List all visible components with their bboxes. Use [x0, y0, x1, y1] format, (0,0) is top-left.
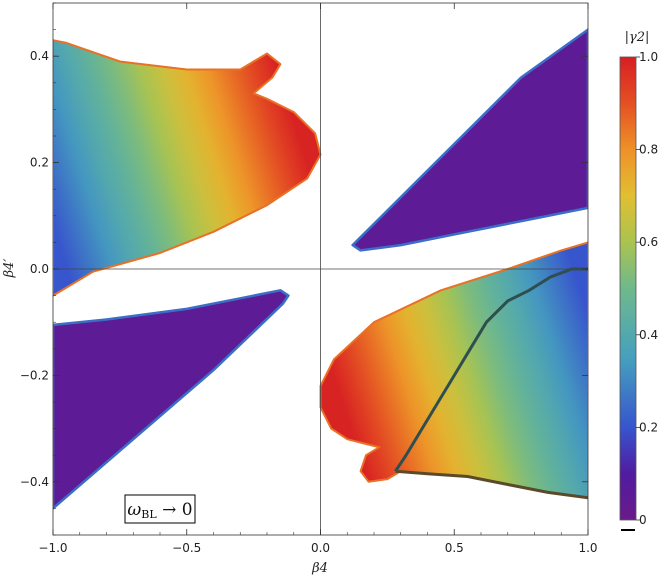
region-lower-left-purple — [53, 289, 290, 510]
colorbar-tick-label: 0.6 — [639, 235, 658, 249]
x-axis-label: β4 — [311, 561, 328, 576]
region-lower-right-gradient — [319, 241, 588, 499]
y-tick-labels: 0.4 0.2 0.0 −0.2 −0.4 — [20, 49, 49, 489]
colorbar-tick-label: 0.4 — [639, 328, 658, 342]
annotation-text: ωBL → 0 — [127, 500, 192, 521]
dark-lower-edge — [395, 469, 588, 500]
x-tick-labels: −1.0 −0.5 0.0 0.5 1.0 — [38, 541, 597, 555]
colorbar-tick-label: 0.2 — [639, 420, 658, 434]
y-tick-label: −0.4 — [20, 475, 49, 489]
heatmap-regions — [53, 28, 588, 510]
region-upper-right-purple — [351, 28, 588, 252]
x-tick-label: 1.0 — [578, 541, 597, 555]
y-axis-label: β4′ — [2, 259, 17, 279]
tick-marks — [52, 2, 589, 536]
colorbar-tick-label: 0.8 — [639, 143, 658, 157]
colorbar-title: |γ2| — [625, 30, 650, 45]
x-tick-label: −0.5 — [172, 541, 201, 555]
colorbar-tick-label: 1.0 — [639, 50, 658, 64]
region-upper-left-gradient — [53, 39, 322, 297]
x-tick-label: 0.0 — [311, 541, 330, 555]
y-tick-label: 0.4 — [30, 49, 49, 63]
y-tick-label: 0.2 — [30, 156, 49, 170]
colorbar-tick-label: 0 — [639, 513, 647, 527]
colorbar: |γ2| 0 0.2 0.4 0.6 0.8 1.0 — [619, 30, 658, 531]
annotation-box: ωBL → 0 — [124, 494, 196, 524]
dark-boundary-curve — [394, 267, 588, 473]
colorbar-gradient — [620, 57, 636, 520]
y-tick-label: −0.2 — [20, 368, 49, 382]
colorbar-frame — [619, 56, 637, 521]
overlay-curves — [394, 267, 588, 500]
colorbar-ticks: 0 0.2 0.4 0.6 0.8 1.0 — [636, 50, 658, 527]
x-tick-label: −1.0 — [38, 541, 67, 555]
y-tick-label: 0.0 — [30, 262, 49, 276]
x-tick-label: 0.5 — [445, 541, 464, 555]
